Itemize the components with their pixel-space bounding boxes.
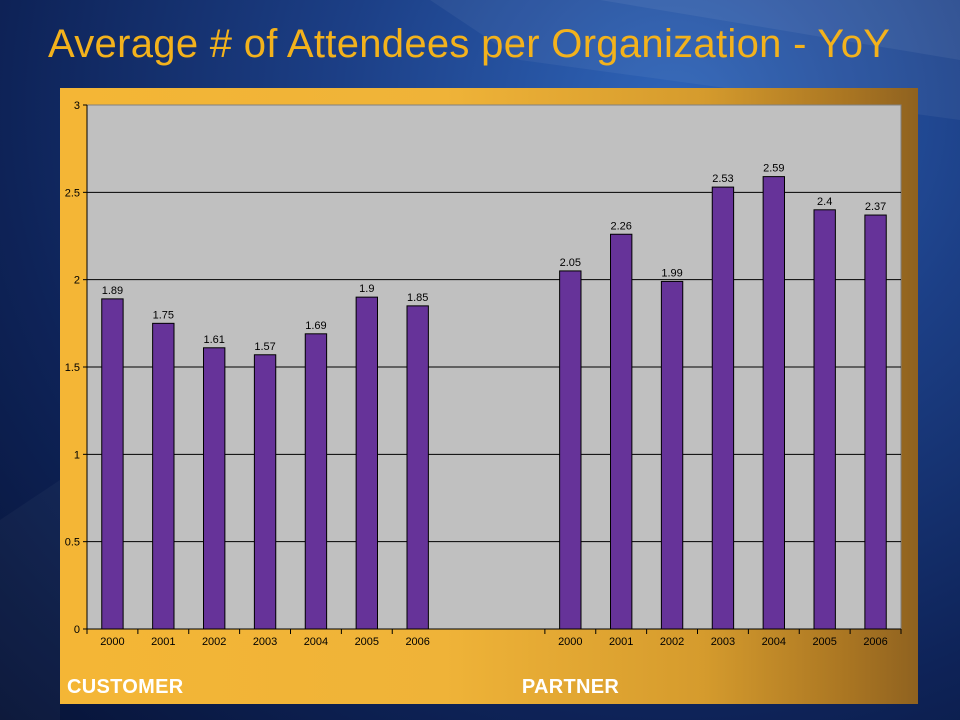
x-tick-label: 2001 [609, 636, 633, 648]
y-tick-label: 1 [74, 449, 80, 461]
data-label: 1.85 [407, 292, 428, 304]
bar [253, 354, 277, 630]
chart-panel: 0 0.5 1 1.5 2 2.5 3 1.89 2000 1.75 2001 1.61 2002 1.5… [60, 88, 918, 704]
bar [559, 270, 582, 630]
bar [864, 214, 887, 630]
y-tick-label: 2 [74, 275, 80, 287]
bar [711, 186, 735, 630]
x-tick-label: 2003 [711, 636, 735, 648]
x-tick-label: 2005 [812, 636, 836, 648]
data-label: 2.26 [610, 220, 631, 232]
data-label: 2.59 [763, 163, 784, 175]
bar [610, 233, 633, 630]
bar [406, 305, 429, 630]
x-tick-label: 2005 [355, 636, 379, 648]
x-tick-label: 2002 [660, 636, 684, 648]
y-tick-label: 0.5 [65, 537, 80, 549]
data-label: 2.53 [712, 173, 733, 185]
bar [152, 322, 175, 630]
x-tick-label: 2000 [100, 636, 124, 648]
data-label: 2.4 [817, 196, 832, 208]
x-tick-label: 2006 [405, 636, 429, 648]
data-label: 1.57 [254, 341, 275, 353]
data-label: 2.37 [865, 201, 886, 213]
y-tick-label: 0 [74, 624, 80, 636]
bar [101, 298, 124, 630]
bar [813, 209, 836, 630]
bar [660, 280, 684, 630]
y-tick-label: 2.5 [65, 187, 80, 199]
bar [762, 176, 785, 630]
data-label: 1.61 [203, 334, 224, 346]
y-tick-label: 1.5 [65, 362, 80, 374]
data-label: 1.9 [359, 283, 374, 295]
bar [203, 347, 226, 630]
data-label: 2.05 [560, 257, 581, 269]
bar-chart: 00.511.522.531.8920001.7520011.6120021.5… [65, 100, 902, 648]
data-label: 1.99 [661, 267, 682, 279]
group-label-customer: CUSTOMER [67, 676, 184, 698]
x-tick-label: 2003 [253, 636, 277, 648]
x-tick-label: 2004 [762, 636, 786, 648]
group-label-partner: PARTNER [521, 676, 620, 698]
slide-title: Average # of Attendees per Organization … [48, 22, 891, 66]
data-label: 1.69 [305, 320, 326, 332]
data-label: 1.75 [153, 309, 174, 321]
x-tick-label: 2004 [304, 636, 328, 648]
y-tick-label: 3 [74, 100, 80, 112]
x-tick-label: 2002 [202, 636, 226, 648]
x-tick-label: 2000 [558, 636, 582, 648]
bar [355, 296, 378, 630]
x-tick-label: 2001 [151, 636, 175, 648]
data-label: 1.89 [102, 285, 123, 297]
bar [304, 333, 328, 630]
x-tick-label: 2006 [863, 636, 887, 648]
